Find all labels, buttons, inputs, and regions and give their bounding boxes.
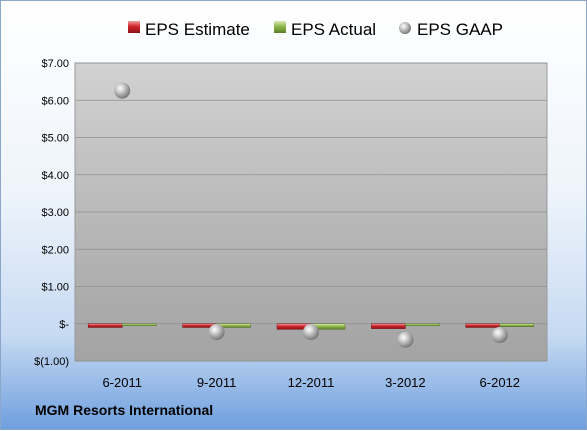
bar-eps-actual bbox=[405, 323, 440, 326]
legend: EPS Estimate EPS Actual EPS GAAP bbox=[128, 20, 503, 39]
legend-label-estimate: EPS Estimate bbox=[145, 20, 250, 39]
legend-swatch-gaap bbox=[399, 22, 411, 34]
legend-label-actual: EPS Actual bbox=[291, 20, 376, 39]
legend-item-eps-actual: EPS Actual bbox=[274, 20, 376, 39]
bar-eps-estimate bbox=[87, 323, 123, 328]
company-name: MGM Resorts International bbox=[35, 402, 214, 418]
y-tick-label: $1.00 bbox=[41, 282, 69, 294]
y-tick-label: $(1.00) bbox=[34, 356, 69, 368]
y-tick-label: $5.00 bbox=[41, 133, 69, 145]
bar-eps-estimate bbox=[465, 323, 501, 328]
x-tick-label: 9-2011 bbox=[197, 375, 237, 390]
y-tick-label: $3.00 bbox=[41, 207, 69, 219]
x-tick-label: 6-2012 bbox=[480, 375, 520, 390]
marker-eps-gaap bbox=[491, 326, 508, 343]
y-tick-label: $2.00 bbox=[41, 244, 69, 256]
bar-eps-actual bbox=[121, 323, 157, 326]
grid-lines bbox=[75, 62, 547, 362]
marker-eps-gaap bbox=[114, 82, 131, 99]
x-tick-label: 6-2011 bbox=[102, 375, 142, 390]
x-tick-label: 3-2012 bbox=[385, 375, 425, 390]
y-axis-ticks: $7.00 $6.00 $5.00 $4.00 $3.00 $2.00 $1.00 $- $(1… bbox=[34, 58, 69, 368]
x-axis-labels: 6-2011 9-2011 12-2011 3-2012 6-2012 bbox=[102, 375, 520, 390]
marker-eps-gaap bbox=[303, 323, 319, 340]
bars bbox=[87, 323, 535, 330]
legend-label-gaap: EPS GAAP bbox=[417, 20, 503, 39]
bar-eps-estimate bbox=[371, 323, 406, 329]
y-tick-label: $7.00 bbox=[41, 58, 69, 70]
y-tick-label: $4.00 bbox=[41, 170, 69, 182]
gaap-markers bbox=[114, 82, 508, 348]
legend-swatch-actual bbox=[274, 21, 286, 33]
legend-item-eps-gaap: EPS GAAP bbox=[399, 20, 503, 39]
legend-swatch-estimate bbox=[128, 21, 140, 33]
y-tick-label: $- bbox=[59, 319, 69, 331]
y-tick-label: $6.00 bbox=[41, 95, 69, 107]
marker-eps-gaap bbox=[208, 323, 225, 340]
legend-item-eps-estimate: EPS Estimate bbox=[128, 20, 250, 39]
bar-eps-actual bbox=[499, 323, 535, 327]
x-tick-label: 12-2011 bbox=[288, 375, 335, 390]
marker-eps-gaap bbox=[397, 331, 414, 348]
